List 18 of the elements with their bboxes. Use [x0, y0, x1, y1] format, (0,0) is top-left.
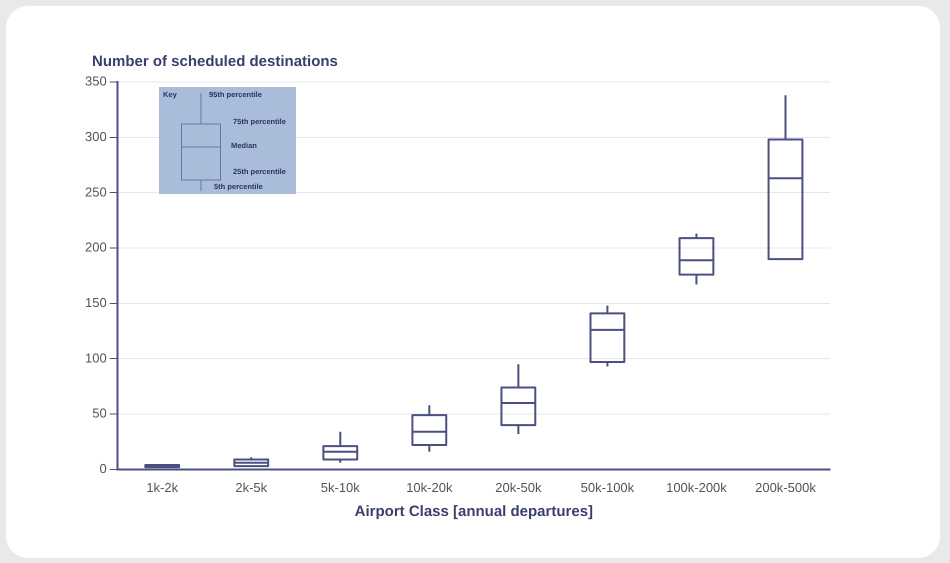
x-tick-label: 200k-500k: [755, 480, 816, 495]
y-tick-label: 100: [84, 350, 107, 366]
x-tick-label: 50k-100k: [580, 480, 635, 495]
x-tick-label: 20k-50k: [495, 480, 542, 495]
x-axis-title: Airport Class [annual departures]: [354, 503, 594, 520]
x-tick-label: 10k-20k: [406, 480, 453, 495]
x-tick-label: 2k-5k: [235, 480, 268, 495]
y-tick-label: 150: [84, 294, 107, 310]
y-axis-title: Number of scheduled destinations: [92, 53, 338, 70]
y-tick-label: 300: [84, 128, 107, 144]
y-tick-label: 0: [99, 460, 107, 476]
y-tick-label: 250: [84, 184, 107, 200]
y-tick-label: 200: [84, 240, 107, 255]
y-tick-label: 50: [92, 406, 107, 421]
x-tick-label: 100k-200k: [666, 480, 728, 495]
x-tick-label: 1k-2k: [146, 480, 179, 495]
x-tick-label: 5k-10k: [320, 480, 360, 495]
y-tick-label: 350: [84, 74, 107, 89]
